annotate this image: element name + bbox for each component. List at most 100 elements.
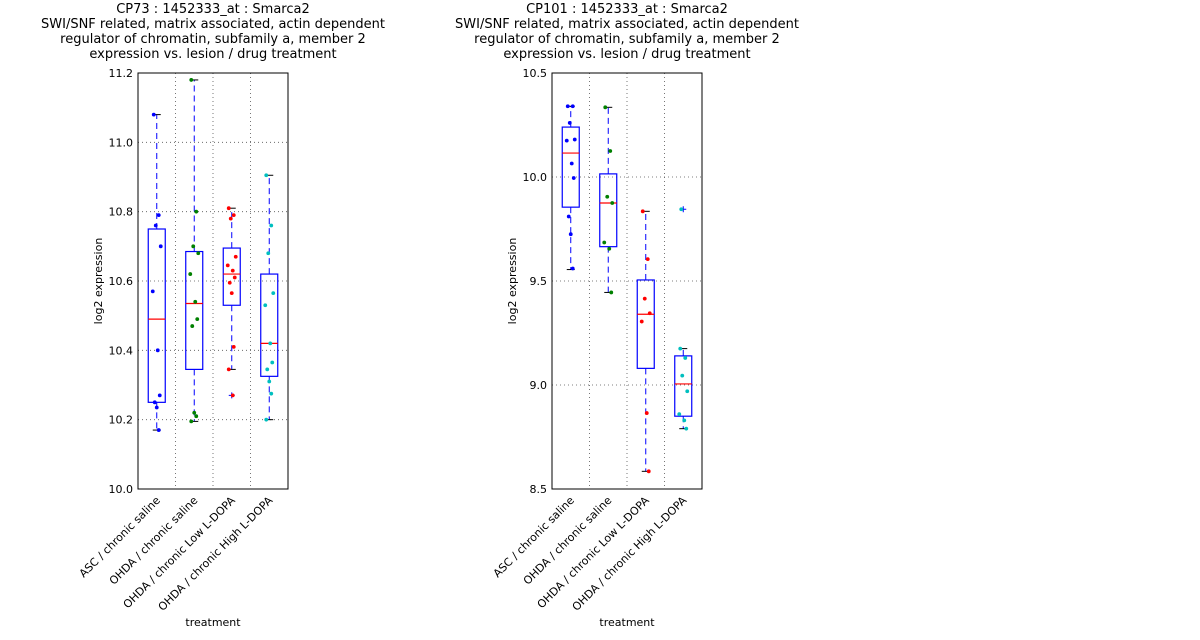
y-tick-label: 8.5 — [530, 483, 548, 496]
data-point — [230, 393, 235, 398]
data-point — [565, 104, 570, 109]
data-point — [607, 246, 612, 251]
data-point — [608, 149, 613, 153]
data-point — [195, 317, 200, 322]
box-4 — [260, 173, 279, 422]
y-tick-label: 10.0 — [109, 483, 134, 496]
data-point — [570, 266, 575, 271]
data-point — [231, 213, 236, 218]
data-point — [269, 391, 274, 396]
data-point — [678, 346, 683, 351]
data-point — [572, 137, 577, 142]
data-point — [610, 201, 615, 205]
box-2 — [185, 78, 204, 424]
data-point — [646, 469, 651, 474]
data-point — [263, 303, 268, 308]
y-tick-label: 9.0 — [530, 379, 548, 392]
data-point — [605, 194, 610, 199]
data-point — [571, 176, 576, 180]
data-point — [196, 251, 201, 256]
data-point — [647, 311, 652, 316]
data-point — [271, 291, 276, 296]
data-point — [226, 206, 231, 211]
y-tick-label: 10.4 — [109, 344, 134, 357]
data-point — [569, 161, 574, 166]
y-axis-label: log2 expression — [92, 238, 105, 325]
data-point — [570, 104, 575, 109]
chart-title-line: SWI/SNF related, matrix associated, acti… — [41, 17, 385, 32]
data-point — [151, 112, 156, 117]
data-point — [157, 393, 162, 398]
data-point — [227, 280, 232, 285]
y-tick-label: 10.8 — [109, 206, 134, 219]
box-iqr — [147, 228, 166, 403]
chart-title: CP73 : 1452333_at : Smarca2 SWI/SNF relat… — [41, 2, 385, 62]
data-point — [189, 419, 194, 424]
data-point — [189, 78, 194, 82]
data-point — [680, 373, 685, 378]
chart-title-line: CP73 : 1452333_at : Smarca2 — [116, 2, 310, 17]
data-point — [231, 344, 236, 349]
box-iqr — [561, 126, 580, 208]
data-point — [609, 290, 614, 295]
chart-title-line: expression vs. lesion / drug treatment — [89, 47, 336, 62]
y-tick-label: 11.2 — [109, 67, 134, 80]
data-point — [269, 223, 274, 228]
data-point — [639, 319, 644, 324]
box-2 — [599, 105, 618, 295]
data-point — [194, 414, 199, 419]
data-point — [155, 348, 160, 353]
data-point — [266, 251, 271, 256]
box-iqr — [599, 173, 618, 248]
box-4 — [674, 206, 693, 431]
data-point — [642, 296, 647, 301]
data-point — [193, 299, 198, 304]
y-tick-label: 10.0 — [523, 171, 548, 184]
data-point — [566, 214, 571, 219]
data-point — [268, 341, 273, 346]
axes-frame — [137, 72, 289, 490]
data-point — [265, 367, 270, 372]
data-point — [567, 121, 572, 125]
data-point — [150, 289, 155, 294]
axes-frame — [551, 72, 703, 490]
box-3 — [222, 206, 241, 399]
y-tick-label: 10.5 — [523, 67, 548, 80]
data-point — [226, 367, 231, 372]
chart-title-line: SWI/SNF related, matrix associated, acti… — [455, 17, 799, 32]
chart-title-line: regulator of chromatin, subfamily a, mem… — [474, 32, 780, 47]
data-point — [683, 356, 688, 360]
box-1 — [561, 104, 580, 271]
box-iqr — [222, 247, 241, 306]
data-point — [644, 411, 649, 415]
data-point — [640, 209, 645, 214]
data-point — [684, 426, 689, 431]
data-point — [264, 417, 269, 422]
y-tick-label: 11.0 — [109, 136, 134, 149]
data-point — [188, 272, 193, 276]
y-tick-label: 10.2 — [109, 414, 134, 427]
data-point — [225, 263, 230, 268]
data-point — [156, 213, 161, 218]
data-point — [232, 275, 237, 280]
y-tick-label: 10.6 — [109, 275, 134, 288]
data-point — [192, 410, 197, 415]
box-3 — [636, 209, 655, 474]
chart-title-line: CP101 : 1452333_at : Smarca2 — [526, 2, 728, 17]
data-point — [685, 389, 690, 394]
chart-title-line: expression vs. lesion / drug treatment — [503, 47, 750, 62]
data-point — [156, 428, 161, 432]
data-point — [230, 268, 235, 273]
chart-title: CP101 : 1452333_at : Smarca2 SWI/SNF rela… — [455, 2, 799, 62]
data-point — [603, 105, 608, 110]
box-iqr — [674, 355, 693, 417]
data-point — [677, 412, 682, 417]
data-point — [682, 418, 687, 423]
chart-panel-1: CP73 : 1452333_at : Smarca2 SWI/SNF relat… — [41, 2, 385, 629]
data-point — [264, 173, 269, 178]
box-1 — [147, 112, 166, 432]
data-point — [154, 405, 159, 410]
data-point — [645, 257, 650, 262]
chart-panel-2: CP101 : 1452333_at : Smarca2 SWI/SNF rela… — [455, 2, 799, 629]
data-point — [564, 138, 569, 143]
